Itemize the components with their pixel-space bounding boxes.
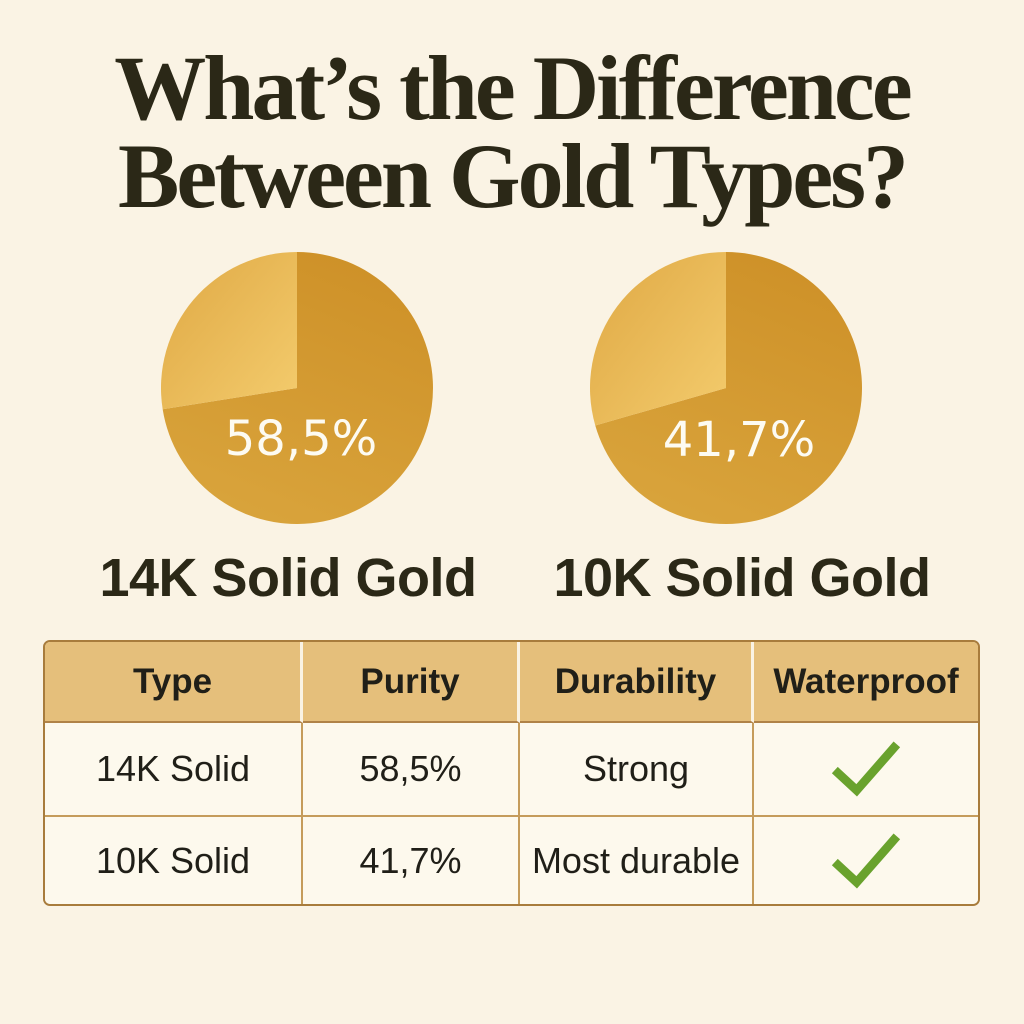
cell-10k-durability: Most durable <box>520 817 754 904</box>
cell-10k-type: 10K Solid <box>45 817 303 904</box>
pie-value-label-10k: 41,7% <box>662 412 816 468</box>
header-cell-type: Type <box>45 642 303 723</box>
pie-caption-14k: 14K Solid Gold <box>99 548 477 608</box>
cell-14k-durability: Strong <box>520 723 754 817</box>
pie-chart-10k-graphic <box>590 252 862 524</box>
page-title-line-1: What’s the Difference <box>114 37 912 139</box>
checkmark-icon <box>831 741 901 797</box>
cell-14k-waterproof <box>754 723 978 817</box>
header-cell-waterproof: Waterproof <box>754 642 978 723</box>
pie-caption-10k: 10K Solid Gold <box>553 548 931 608</box>
page-title: What’s the Difference Between Gold Types… <box>0 37 1024 227</box>
pie-chart-14k: 58,5% <box>161 252 433 524</box>
cell-14k-type: 14K Solid <box>45 723 303 817</box>
pie-chart-10k: 41,7% <box>590 252 862 524</box>
header-cell-durability: Durability <box>520 642 754 723</box>
cell-10k-purity: 41,7% <box>303 817 520 904</box>
pie-chart-14k-graphic <box>161 252 433 524</box>
pie-value-label-14k: 58,5% <box>224 411 378 467</box>
page-title-line-2: Between Gold Types? <box>117 125 909 227</box>
checkmark-icon <box>831 833 901 889</box>
header-cell-purity: Purity <box>303 642 520 723</box>
cell-10k-waterproof <box>754 817 978 904</box>
cell-14k-purity: 58,5% <box>303 723 520 817</box>
comparison-table: Type Purity Durability Waterproof 14K So… <box>43 640 980 906</box>
